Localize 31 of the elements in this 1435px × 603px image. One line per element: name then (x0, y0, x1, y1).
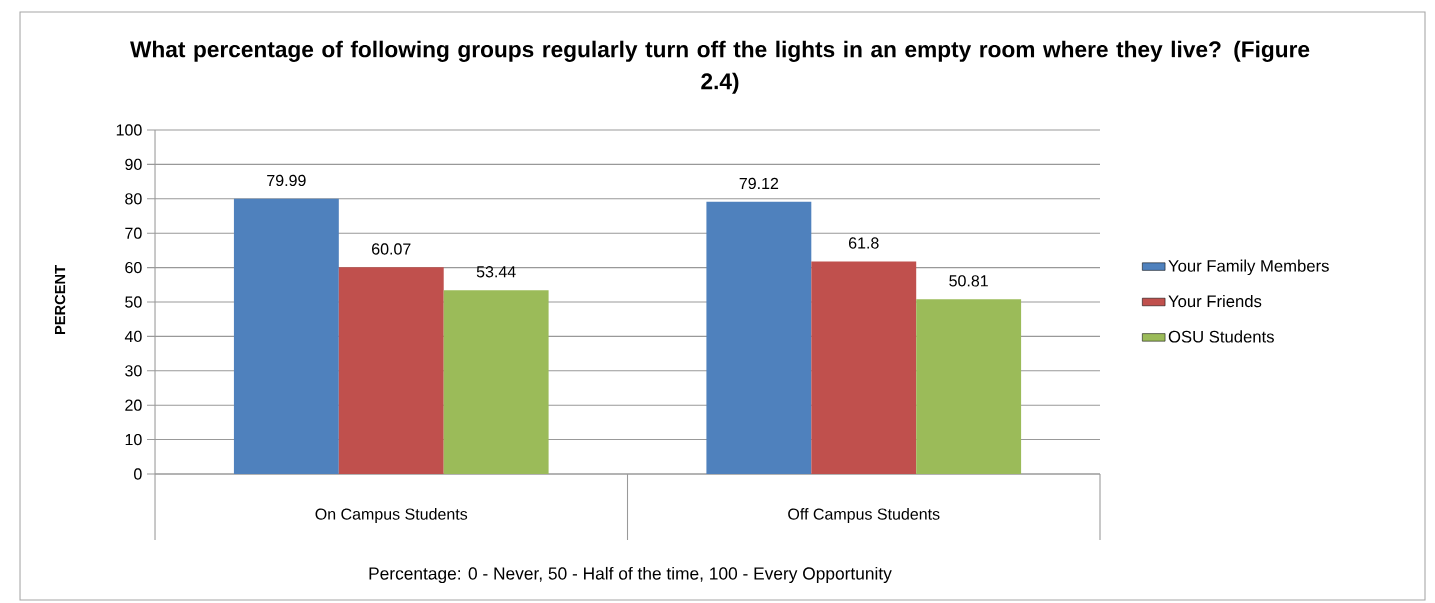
y-tick-label: 40 (124, 330, 142, 343)
bar (233, 198, 339, 474)
y-tick-label: 80 (125, 193, 142, 205)
y-axis-title: PERCENT (54, 265, 66, 335)
chart-title: What percentage of following groups regularly turn off the lights in an empty room where they live? (Figure 2.4) (130, 40, 1310, 94)
bar (338, 267, 444, 474)
legend-label: OSU Students (1168, 330, 1274, 343)
bar (706, 201, 812, 474)
x-tick-label: On Campus Students (315, 508, 468, 523)
bar (443, 290, 549, 474)
data-label: 53.44 (476, 266, 516, 278)
y-tick-label: 50 (125, 296, 142, 308)
legend-label: Your Friends (1168, 294, 1262, 308)
legend-label: Your Family Members (1168, 259, 1329, 276)
data-label: 79.99 (267, 174, 306, 187)
y-tick-label: 10 (125, 433, 142, 446)
y-tick-label: 0 (134, 468, 142, 480)
y-tick-label: 20 (125, 399, 142, 411)
data-label: 79.12 (739, 177, 779, 190)
data-label: 61.8 (849, 237, 879, 249)
y-tick-label: 30 (125, 365, 142, 377)
bar (916, 299, 1022, 474)
data-label: 50.81 (949, 275, 988, 287)
y-tick-label: 60 (125, 261, 142, 274)
text: Percentage: 0 - Never, 50 - Half of the time, 100 - Every Opportunity (369, 566, 892, 584)
y-tick-label: 100 (116, 124, 142, 136)
y-tick-label: 70 (125, 227, 142, 239)
x-tick-label: Off Campus Students (788, 508, 940, 523)
y-tick-label: 90 (125, 158, 142, 171)
data-label: 60.07 (372, 243, 411, 255)
bar (811, 261, 917, 474)
